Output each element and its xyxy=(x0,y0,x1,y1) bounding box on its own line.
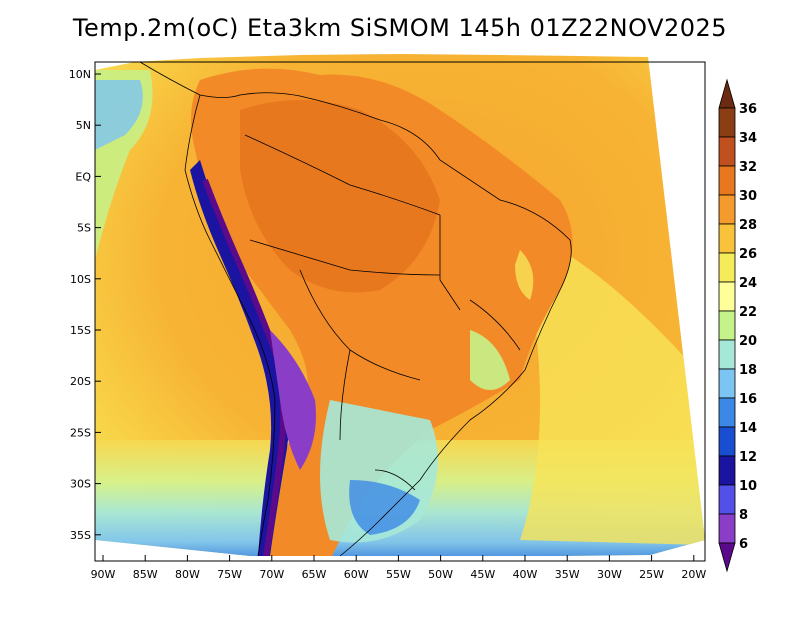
lat-tick-label: 20S xyxy=(70,375,91,388)
colorbar-segment xyxy=(718,281,736,312)
lon-tick-label: 80W xyxy=(175,568,200,581)
colorbar-segment xyxy=(718,513,736,544)
colorbar-label: 36 xyxy=(739,102,757,117)
colorbar-segment xyxy=(718,397,736,428)
colorbar: 36 34 32 30 28 26 24 22 20 18 16 14 12 10 8 6 xyxy=(718,78,757,573)
colorbar-max-arrow xyxy=(718,78,736,109)
lon-tick-label: 60W xyxy=(344,568,369,581)
lat-tick-label: 10S xyxy=(70,273,91,286)
colorbar-label: 26 xyxy=(739,247,757,262)
colorbar-label: 14 xyxy=(739,421,757,436)
lon-tick-label: 35W xyxy=(555,568,580,581)
colorbar-label: 18 xyxy=(739,363,757,378)
colorbar-label: 32 xyxy=(739,160,757,175)
colorbar-segment xyxy=(718,252,736,283)
lon-tick-label: 20W xyxy=(681,568,706,581)
colorbar-segment xyxy=(718,455,736,486)
lon-tick-label: 75W xyxy=(217,568,242,581)
colorbar-label: 20 xyxy=(739,334,757,349)
longitude-axis: 90W 85W 80W 75W 70W 65W 60W 55W 50W 45W 40W 35W 30W 2… xyxy=(91,555,706,581)
colorbar-label: 28 xyxy=(739,218,757,233)
lon-tick-label: 40W xyxy=(513,568,538,581)
lon-tick-label: 85W xyxy=(133,568,158,581)
colorbar-segment xyxy=(718,194,736,225)
lon-tick-label: 55W xyxy=(386,568,411,581)
lat-tick-label: EQ xyxy=(75,170,91,183)
lon-tick-label: 45W xyxy=(470,568,495,581)
lon-tick-label: 65W xyxy=(302,568,327,581)
lat-tick-label: 30S xyxy=(70,478,91,491)
colorbar-label: 6 xyxy=(739,537,748,552)
colorbar-label: 16 xyxy=(739,392,757,407)
latitude-axis: 10N 5N EQ 5S 10S 15S 20S 25S 30S 35S xyxy=(69,68,101,542)
colorbar-segment xyxy=(718,136,736,167)
lon-tick-label: 50W xyxy=(428,568,453,581)
colorbar-label: 34 xyxy=(739,131,757,146)
colorbar-label: 10 xyxy=(739,479,757,494)
lon-tick-label: 30W xyxy=(597,568,622,581)
colorbar-label: 22 xyxy=(739,305,757,320)
colorbar-label: 30 xyxy=(739,189,757,204)
lon-tick-label: 25W xyxy=(639,568,664,581)
colorbar-segment xyxy=(718,107,736,138)
lat-tick-label: 5S xyxy=(77,222,91,235)
lon-tick-label: 90W xyxy=(91,568,116,581)
colorbar-label: 12 xyxy=(739,450,757,465)
lat-tick-label: 15S xyxy=(70,324,91,337)
colorbar-segment xyxy=(718,165,736,196)
colorbar-segment xyxy=(718,426,736,457)
lon-tick-label: 70W xyxy=(259,568,284,581)
lat-tick-label: 35S xyxy=(70,529,91,542)
lat-tick-label: 5N xyxy=(76,119,91,132)
lat-tick-label: 10N xyxy=(69,68,91,81)
colorbar-label: 24 xyxy=(739,276,757,291)
colorbar-label: 8 xyxy=(739,508,748,523)
colorbar-segment xyxy=(718,223,736,254)
lat-tick-label: 25S xyxy=(70,426,91,439)
temperature-field xyxy=(95,54,705,556)
map-title: Temp.2m(oC) Eta3km SiSMOM 145h 01Z22NOV2… xyxy=(72,14,728,42)
colorbar-segment xyxy=(718,310,736,341)
colorbar-segment xyxy=(718,368,736,399)
country-borders xyxy=(139,61,572,557)
colorbar-segment xyxy=(718,339,736,370)
colorbar-min-arrow xyxy=(718,542,736,573)
colorbar-segment xyxy=(718,484,736,515)
map-frame xyxy=(94,61,706,562)
